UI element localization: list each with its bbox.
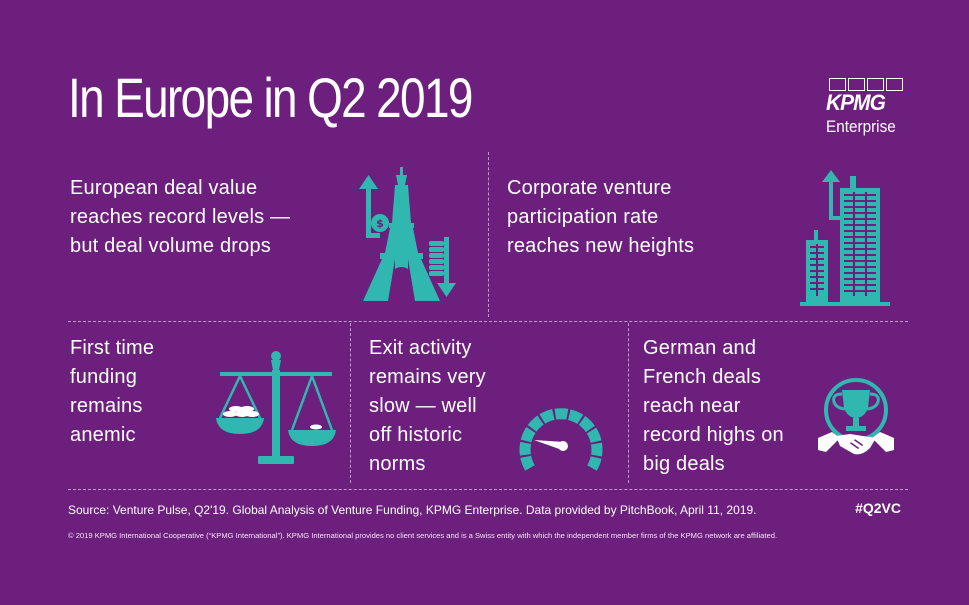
skyscraper-icon [800, 170, 890, 306]
eiffel-tower-icon: $ [359, 167, 456, 301]
panel-exit-activity-text: Exit activity remains very slow — well o… [369, 337, 486, 475]
logo-subtitle: Enterprise [826, 117, 896, 136]
speedometer-icon [519, 408, 603, 471]
divider-horizontal [68, 321, 908, 322]
logo-wordmark: KPMG [826, 90, 886, 115]
panel-first-time-funding-text: First time funding remains anemic [70, 337, 155, 446]
panel-deal-value-text: European deal value reaches record level… [70, 177, 291, 257]
panel-german-french-text: German and French deals reach near recor… [643, 337, 784, 475]
kpmg-logo: KPMG Enterprise [826, 78, 910, 135]
panel-corporate-venture-text: Corporate venture participation rate rea… [507, 177, 695, 257]
divider-footer [68, 489, 908, 490]
divider-vertical-top [488, 152, 489, 317]
balance-scale-icon [216, 351, 336, 464]
svg-text:$: $ [376, 217, 384, 230]
divider-vertical-bottom-right [628, 323, 629, 483]
page-title: In Europe in Q2 2019 [68, 66, 473, 129]
source-note: Source: Venture Pulse, Q2'19. Global Ana… [68, 503, 757, 517]
divider-vertical-bottom-left [350, 323, 351, 483]
hashtag: #Q2VC [855, 500, 901, 516]
copyright-note: © 2019 KPMG International Cooperative (“… [68, 531, 778, 540]
trophy-handshake-icon [818, 378, 894, 455]
logo-boxes [829, 78, 910, 91]
